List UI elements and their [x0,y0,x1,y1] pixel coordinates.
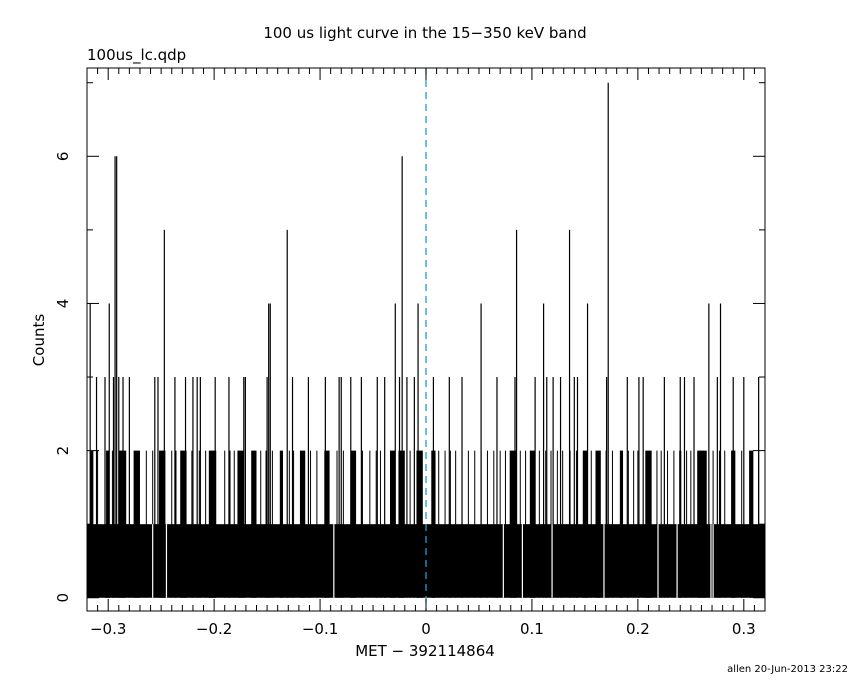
count-bar [749,450,754,598]
footer-stamp: allen 20-Jun-2013 23:22 [727,664,848,675]
x-tick-label: 0.1 [520,620,544,638]
count-bar [299,450,306,598]
count-bar [279,450,283,598]
y-axis-label: Counts [30,314,48,367]
x-axis: −0.3 −0.2 −0.1 0 0.1 0.2 0.3 [86,68,766,638]
count-bar [582,450,588,598]
x-tick-label: 0.2 [626,620,650,638]
count-bar [159,450,166,598]
x-axis-label: MET − 392114864 [355,642,495,660]
count-bar [416,450,423,598]
count-bar [509,450,517,598]
y-tick-label: 6 [54,152,72,162]
count-bar [106,450,110,598]
count-bar [389,450,396,598]
count-bar [251,450,257,598]
y-axis: 0 2 4 6 [54,82,765,603]
count-bar [180,450,187,598]
count-bar [697,450,707,598]
y-tick-label: 0 [54,593,72,603]
y-tick-label: 4 [54,299,72,309]
count-bar [237,450,244,598]
zero-count-gaps [152,524,714,598]
x-tick-label: 0 [421,620,431,638]
count-bar [595,450,601,598]
x-tick-label: −0.2 [196,620,232,638]
count-bar [529,450,536,598]
x-tick-label: −0.1 [302,620,338,638]
chart-subtitle: 100us_lc.qdp [87,46,186,65]
count-bar [645,450,652,598]
count-bar [619,450,624,598]
count-bar [324,450,330,598]
count-bar [133,450,140,598]
chart-title: 100 us light curve in the 15−350 keV ban… [263,24,586,42]
y-tick-label: 2 [54,446,72,456]
x-tick-label: 0.3 [732,620,756,638]
count-bar [208,450,217,598]
x-tick-label: −0.3 [90,620,126,638]
count-bar [350,450,357,598]
